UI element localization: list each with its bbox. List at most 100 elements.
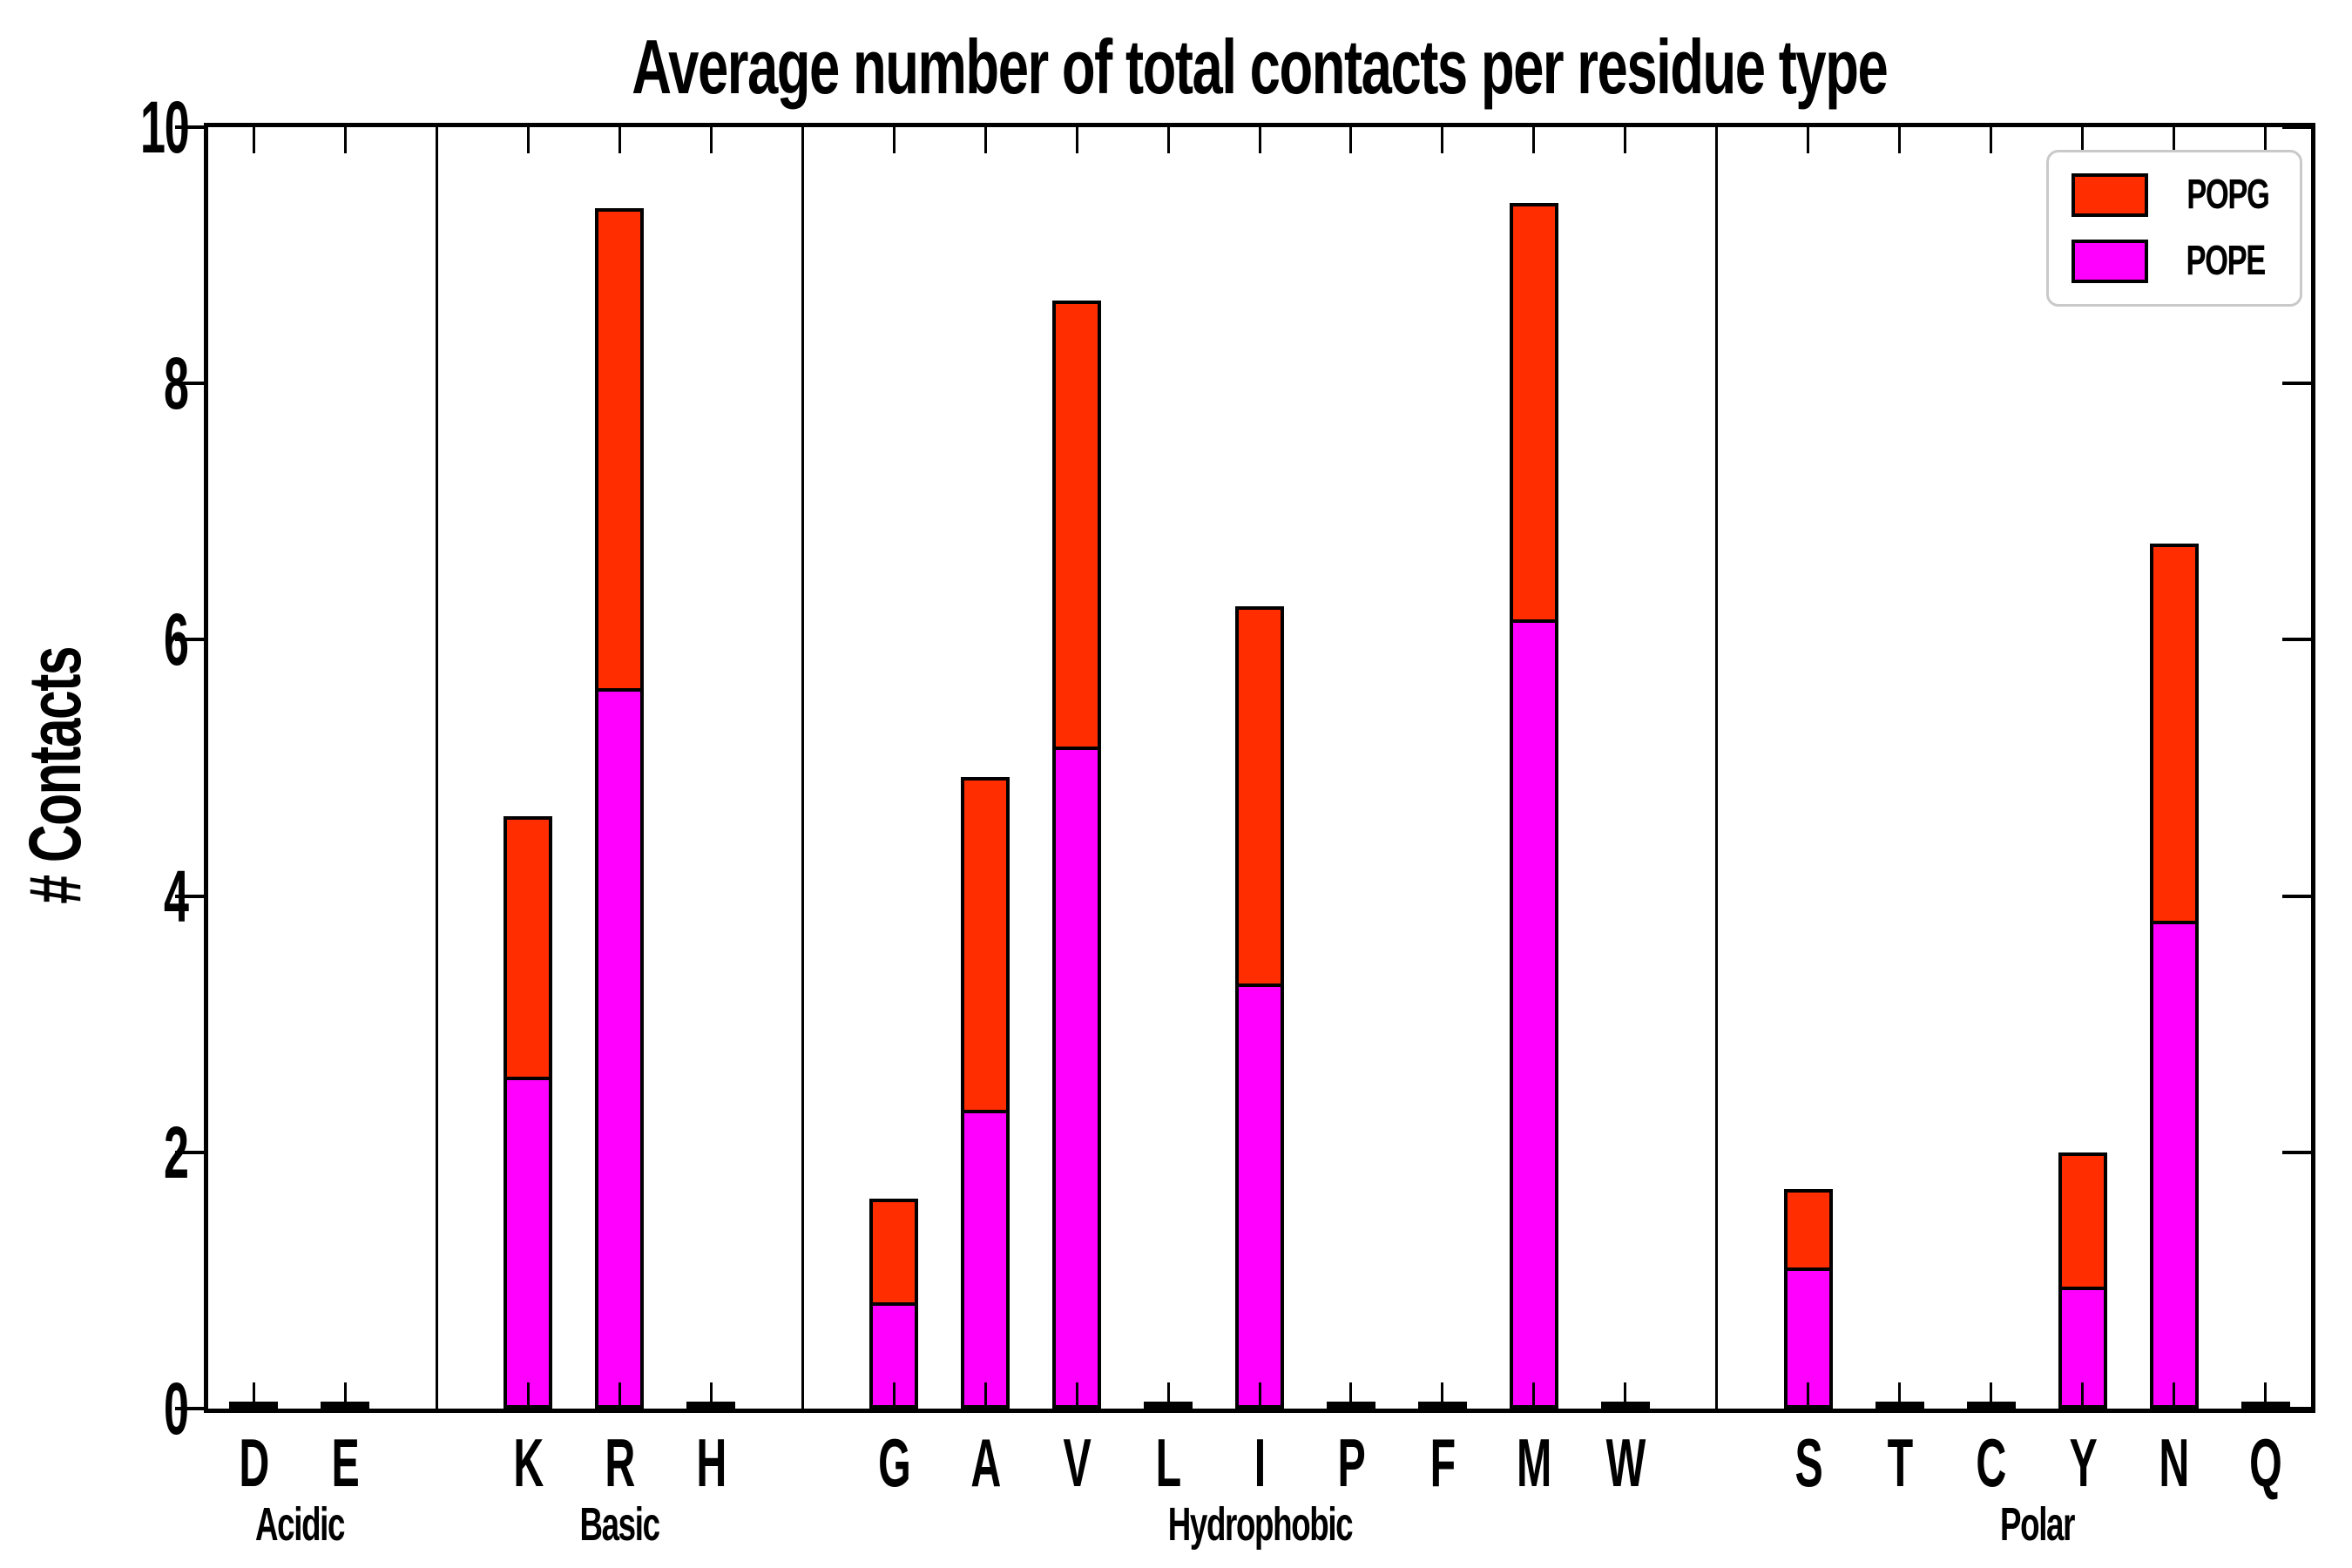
x-tick-label-V: V	[1024, 1429, 1129, 1497]
x-tick-bottom-D	[252, 1382, 255, 1409]
legend-label-text: POPE	[2186, 238, 2267, 284]
chart-title: Average number of total contacts per res…	[206, 23, 2313, 112]
y-tick-label-4: 4	[5, 855, 189, 937]
x-tick-label-L: L	[1116, 1429, 1220, 1497]
x-tick-bottom-E	[343, 1382, 347, 1409]
x-tick-label-T: T	[1848, 1429, 1952, 1497]
bar-V-pope	[1052, 746, 1102, 1409]
x-tick-top-E	[343, 127, 347, 153]
x-tick-top-F	[1441, 127, 1444, 153]
group-label-text: Hydrophobic	[1167, 1498, 1353, 1551]
y-tick-label-text: 4	[164, 855, 189, 937]
legend-label: POPE	[2171, 240, 2280, 283]
x-tick-bottom-S	[1807, 1382, 1810, 1409]
group-label-acidic: Acidic	[117, 1500, 483, 1549]
x-tick-bottom-L	[1166, 1382, 1170, 1409]
x-tick-label-text: E	[331, 1424, 360, 1501]
y-tick-right-4	[2282, 894, 2311, 898]
x-tick-top-L	[1166, 127, 1170, 153]
y-tick-right-0	[2282, 1407, 2311, 1410]
x-tick-bottom-V	[1075, 1382, 1078, 1409]
legend-swatch-popg	[2072, 173, 2148, 217]
x-tick-top-S	[1807, 127, 1810, 153]
y-tick-label-2: 2	[5, 1111, 189, 1193]
chart-title-text: Average number of total contacts per res…	[632, 24, 1889, 110]
y-tick-label-text: 8	[164, 342, 189, 425]
x-tick-label-C: C	[1939, 1429, 2044, 1497]
x-tick-label-E: E	[293, 1429, 397, 1497]
bar-M-pope	[1509, 618, 1558, 1409]
x-tick-top-A	[983, 127, 987, 153]
x-tick-bottom-Q	[2264, 1382, 2268, 1409]
x-tick-bottom-Y	[2081, 1382, 2085, 1409]
y-tick-left-2	[175, 1150, 204, 1154]
y-tick-label-10: 10	[5, 91, 190, 164]
x-tick-top-P	[1349, 127, 1353, 153]
x-tick-label-P: P	[1299, 1429, 1403, 1497]
x-tick-top-K	[526, 127, 530, 153]
x-tick-label-text: T	[1887, 1424, 1914, 1501]
x-tick-label-H: H	[659, 1429, 763, 1497]
group-divider-line	[1715, 127, 1719, 1409]
x-tick-top-C	[1990, 127, 1993, 153]
x-tick-label-text: N	[2159, 1424, 2190, 1501]
bar-R-pope	[595, 688, 645, 1409]
x-tick-label-text: M	[1517, 1424, 1551, 1501]
x-tick-label-F: F	[1390, 1429, 1495, 1497]
x-tick-label-I: I	[1207, 1429, 1312, 1497]
x-tick-label-text: K	[513, 1424, 544, 1501]
x-tick-label-K: K	[476, 1429, 580, 1497]
x-tick-label-Y: Y	[2031, 1429, 2135, 1497]
group-label-polar: Polar	[1854, 1500, 2220, 1549]
x-tick-label-text: H	[696, 1424, 727, 1501]
x-tick-top-N	[2173, 127, 2176, 153]
x-tick-bottom-K	[526, 1382, 530, 1409]
bar-I-pope	[1235, 983, 1284, 1409]
group-label-text: Polar	[1999, 1498, 2075, 1551]
legend: POPG POPE	[2046, 150, 2302, 307]
legend-entry-pope: POPE	[2072, 240, 2277, 283]
x-tick-label-Q: Q	[2213, 1429, 2318, 1497]
x-tick-top-I	[1258, 127, 1261, 153]
x-tick-label-A: A	[933, 1429, 1037, 1497]
x-tick-label-text: L	[1155, 1424, 1182, 1501]
x-tick-bottom-H	[709, 1382, 713, 1409]
y-tick-left-4	[175, 894, 204, 898]
x-tick-bottom-N	[2173, 1382, 2176, 1409]
x-tick-label-text: F	[1429, 1424, 1456, 1501]
y-tick-label-0: 0	[5, 1368, 189, 1450]
x-tick-bottom-A	[983, 1382, 987, 1409]
x-tick-bottom-T	[1898, 1382, 1902, 1409]
y-tick-label-text: 6	[164, 598, 189, 681]
x-tick-bottom-R	[618, 1382, 621, 1409]
x-tick-label-text: P	[1337, 1424, 1365, 1501]
x-tick-label-text: S	[1794, 1424, 1822, 1501]
x-tick-bottom-P	[1349, 1382, 1353, 1409]
y-tick-left-6	[175, 638, 204, 642]
x-tick-top-H	[709, 127, 713, 153]
group-label-text: Acidic	[254, 1498, 345, 1551]
x-tick-label-S: S	[1756, 1429, 1861, 1497]
x-tick-bottom-C	[1990, 1382, 1993, 1409]
y-tick-label-text: 2	[164, 1111, 189, 1193]
x-tick-label-G: G	[841, 1429, 946, 1497]
x-tick-bottom-G	[892, 1382, 896, 1409]
group-label-basic: Basic	[436, 1500, 802, 1549]
x-tick-bottom-I	[1258, 1382, 1261, 1409]
y-tick-right-10	[2282, 125, 2311, 129]
x-tick-label-N: N	[2122, 1429, 2227, 1497]
x-tick-label-M: M	[1482, 1429, 1586, 1497]
x-tick-label-text: A	[970, 1424, 1001, 1501]
x-tick-label-text: V	[1063, 1424, 1092, 1501]
x-tick-bottom-F	[1441, 1382, 1444, 1409]
x-tick-top-W	[1624, 127, 1627, 153]
bar-A-pope	[961, 1110, 1010, 1409]
y-tick-label-text: 0	[164, 1368, 189, 1450]
bar-N-pope	[2149, 920, 2199, 1409]
y-tick-right-8	[2282, 382, 2311, 386]
x-tick-bottom-W	[1624, 1382, 1627, 1409]
group-label-hydrophobic: Hydrophobic	[1077, 1500, 1443, 1549]
y-tick-left-10	[175, 125, 204, 129]
y-tick-right-2	[2282, 1150, 2311, 1154]
